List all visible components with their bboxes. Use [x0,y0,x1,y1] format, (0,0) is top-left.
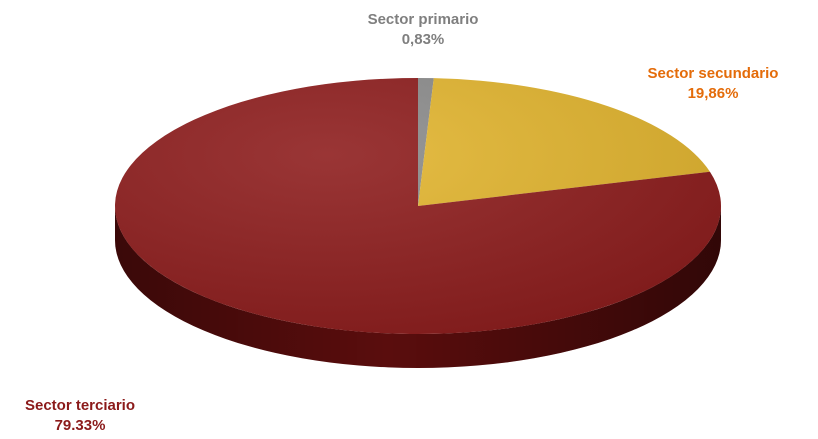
pie-side-wall [115,206,721,368]
label-sector-primario-value: 0,83% [401,31,445,48]
label-sector-primario-name: Sector primario [367,11,479,28]
label-sector-terciario-value: 79.33% [54,417,106,434]
pie-side-shade-sector-terciario [115,206,721,368]
label-sector-secundario-value: 19,86% [687,85,739,102]
label-sector-secundario: Sector secundario 19,86% [628,64,798,104]
label-sector-terciario: Sector terciario 79.33% [5,396,155,436]
label-sector-secundario-name: Sector secundario [647,65,779,82]
label-sector-terciario-name: Sector terciario [24,397,136,414]
pie-side-sector-terciario [115,206,721,368]
label-sector-primario: Sector primario 0,83% [348,10,498,50]
pie-top-shading [115,78,721,334]
